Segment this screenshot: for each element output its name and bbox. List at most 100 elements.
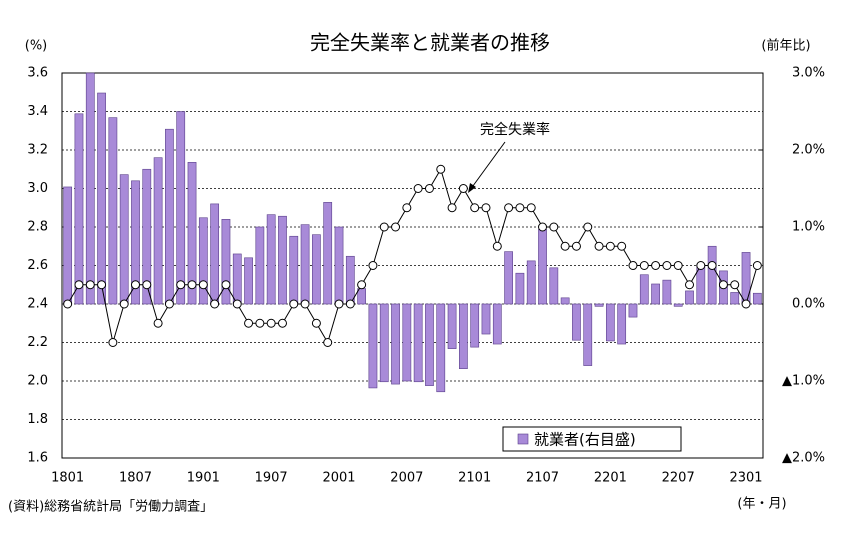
bar [730,292,740,305]
marker [718,280,728,290]
bar [334,226,344,305]
y2-tick-label: ▲2.0% [782,451,825,466]
marker [741,299,751,309]
x-tick-label: 2301 [729,471,762,486]
marker [696,261,706,270]
bar [323,202,333,305]
marker [357,280,367,290]
marker [458,184,468,193]
y-axis-label: (%) [25,39,48,54]
bar [266,214,276,305]
bar [526,260,536,305]
bar [572,303,581,341]
bar [357,288,366,305]
bar [244,257,253,305]
bar [300,224,310,305]
marker [266,318,276,328]
marker [707,261,717,270]
marker [628,261,638,270]
legend-swatch [517,433,529,445]
bar [312,234,321,305]
bar [63,186,73,305]
bar [85,72,95,305]
bar [198,217,208,305]
bar [187,162,197,305]
bar [221,219,231,305]
bar [108,117,118,305]
bar [549,267,559,305]
marker [560,241,570,251]
bar [97,92,106,305]
marker [97,280,107,290]
bar [345,255,355,305]
marker [368,261,378,270]
bar [131,180,140,305]
marker [549,222,559,232]
marker [130,280,140,290]
bar [278,215,287,305]
bar [74,113,84,305]
bar [515,272,525,305]
marker [311,318,321,328]
y2-tick-label: ▲1.0% [782,374,825,389]
bar [232,253,242,305]
bar [628,303,638,318]
x-tick-label: 2107 [526,471,559,486]
x-tick-label: 2101 [458,471,491,486]
bar [436,303,446,393]
x-axis-label: (年・月) [737,497,786,512]
marker [108,338,118,347]
bar [651,283,660,305]
marker [617,241,627,251]
source: (資料)総務省統計局「労働力調査」 [8,499,213,515]
marker [481,203,491,213]
bar [447,303,457,349]
marker [232,299,242,309]
marker [334,299,344,309]
bar [210,203,220,305]
marker [176,280,186,290]
annotation-arrow [469,141,506,191]
marker [187,280,197,290]
bar [402,303,412,382]
marker [424,184,434,193]
bar [685,290,694,305]
marker [63,299,73,309]
x-tick-label: 2007 [390,471,423,486]
marker [730,280,740,290]
bar [504,251,513,305]
y-tick-label: 3.6 [27,66,48,81]
bar [673,303,683,307]
marker [583,222,593,232]
marker [402,203,412,213]
marker [323,338,333,347]
bar [481,303,491,335]
marker [391,222,401,232]
y2-tick-label: 1.0% [792,220,825,235]
x-tick-label: 2201 [594,471,627,486]
marker [662,261,672,270]
marker [379,222,389,232]
y-tick-label: 3.4 [27,104,48,119]
bar [165,128,174,305]
bar [594,303,604,307]
legend-label: 就業者(右目盛) [534,431,636,449]
bar [153,157,163,305]
marker [119,299,129,309]
bar [741,252,751,305]
marker [142,280,152,290]
bar [470,303,480,348]
legend-box [502,426,682,452]
marker [526,203,536,213]
x-tick-label: 1907 [255,471,288,486]
marker [594,241,604,251]
bar [119,174,129,305]
marker [413,184,423,193]
bar [639,274,649,305]
y-tick-label: 2.6 [27,258,48,273]
marker [639,261,649,270]
y-tick-label: 2.2 [27,335,48,350]
bar [707,245,717,305]
y2-tick-label: 3.0% [792,66,825,81]
